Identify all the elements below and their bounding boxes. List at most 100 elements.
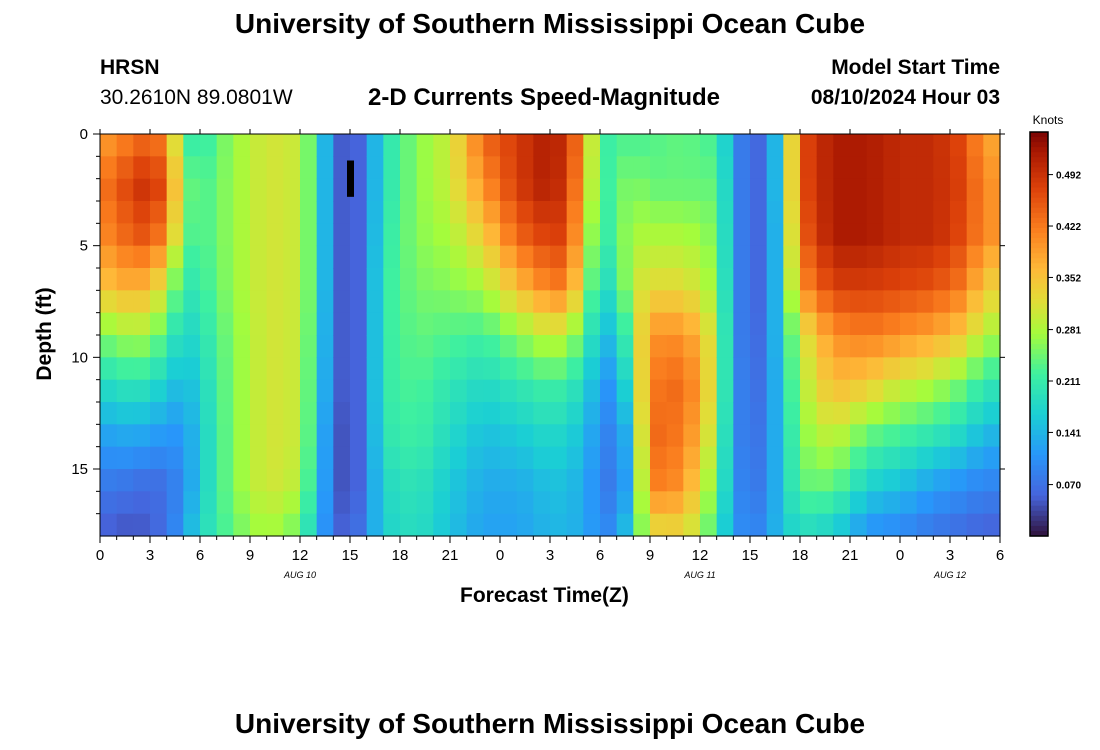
y-tick-label: 0 [80,126,88,143]
heatmap-cell [716,178,734,202]
heatmap-cell [633,134,651,157]
heatmap-cell [700,357,718,381]
heatmap-cell [866,335,884,358]
heatmap-cell [166,357,184,381]
heatmap-cell [966,290,984,314]
heatmap-cell [133,178,151,202]
heatmap-cell [650,134,668,157]
heatmap-cell [466,290,484,314]
heatmap-cell [833,446,851,470]
heatmap-cell [366,491,384,515]
heatmap-cell [900,178,918,202]
heatmap-cell [116,290,134,314]
colorbar-tick-label: 0.141 [1056,428,1081,439]
heatmap-cell [683,201,701,224]
heatmap-cell [400,469,418,492]
heatmap-cell [666,134,684,157]
heatmap-cell [733,379,751,403]
heatmap-cell [516,379,534,403]
heatmap-cell [183,424,201,448]
heatmap-cell [433,290,451,314]
chart-subtitle: 2-D Currents Speed-Magnitude [368,84,721,111]
heatmap-cell [333,335,351,358]
heatmap-cell [616,178,634,202]
heatmap-cell [166,379,184,403]
colorbar-cell [1030,349,1048,355]
colorbar-cell [1030,243,1048,249]
heatmap-cell [350,513,368,537]
heatmap-cell [866,357,884,381]
heatmap-cell [583,424,601,448]
heatmap-cell [433,156,451,180]
heatmap-cell [766,268,784,291]
heatmap-cell [683,223,701,247]
colorbar-title: Knots [1033,113,1064,127]
colorbar-cell [1030,308,1048,315]
x-tick-label: 18 [792,547,809,564]
heatmap-cell [600,469,618,492]
heatmap-cell [716,402,734,425]
colorbar-cell [1030,288,1048,295]
heatmap-cell [783,201,801,224]
heatmap-cell [366,290,384,314]
heatmap-cell [516,402,534,425]
heatmap-cell [383,357,401,381]
heatmap-cell [133,245,151,269]
heatmap-cell [583,335,601,358]
heatmap-cell [466,513,484,537]
heatmap-cell [333,156,351,180]
heatmap-cell [466,156,484,180]
heatmap-cell [316,268,334,291]
heatmap-cell [300,290,318,314]
heatmap-cell [900,446,918,470]
heatmap-cell [916,379,934,403]
heatmap-cell [100,223,118,247]
heatmap-cell [283,312,301,336]
heatmap-cell [683,268,701,291]
colorbar-cell [1030,364,1048,370]
heatmap-cell [200,178,218,202]
heatmap-cell [700,312,718,336]
heatmap-cell [483,402,501,425]
heatmap-cell [266,134,284,157]
heatmap-cell [266,513,284,537]
heatmap-cell [900,290,918,314]
heatmap-cell [900,156,918,180]
heatmap-cell [733,201,751,224]
heatmap-cell [266,201,284,224]
heatmap-cell [416,201,434,224]
heatmap-cell [866,268,884,291]
heatmap-cell [233,223,251,247]
heatmap-cell [316,379,334,403]
footer-title: University of Southern Mississippi Ocean… [234,708,866,739]
heatmap-cell [383,379,401,403]
heatmap-cell [266,379,284,403]
heatmap-cell [833,379,851,403]
heatmap-cell [833,134,851,157]
heatmap-cell [500,134,518,157]
heatmap-cell [200,446,218,470]
heatmap-cell [866,446,884,470]
heatmap-cell [183,491,201,515]
heatmap-cell [833,312,851,336]
heatmap-cell [150,424,168,448]
heatmap-cell [300,178,318,202]
x-tick-label: 9 [246,547,254,564]
heatmap-cell [466,357,484,381]
heatmap-cell [233,469,251,492]
heatmap-cell [783,491,801,515]
heatmap-cell [783,335,801,358]
heatmap-cell [800,446,818,470]
heatmap-cell [816,245,834,269]
heatmap-cell [550,446,568,470]
heatmap-cell [183,469,201,492]
heatmap-cell [816,402,834,425]
heatmap-cell [266,245,284,269]
heatmap-cell [633,335,651,358]
heatmap-cell [583,201,601,224]
heatmap-cell [583,156,601,180]
heatmap-cell [800,290,818,314]
colorbar-cell [1030,132,1048,138]
heatmap-cell [783,312,801,336]
heatmap-cell [450,335,468,358]
